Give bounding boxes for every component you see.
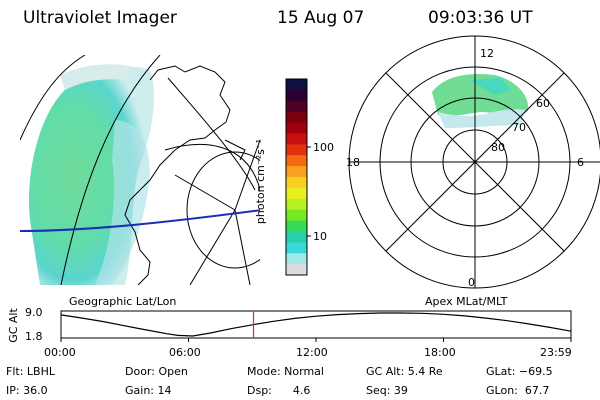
status-gc-alt: GC Alt: 5.4 Re (366, 365, 443, 378)
colorbar-band (286, 155, 307, 167)
left-panel-label: Geographic Lat/Lon (69, 295, 177, 308)
colorbar-band (286, 264, 307, 276)
altitude-axis-label: GC Alt (6, 308, 20, 343)
mlat-label-60: 60 (536, 97, 550, 110)
colorbar-band (286, 187, 307, 200)
mlt-label-12: 12 (480, 47, 494, 60)
colorbar-band (286, 111, 307, 124)
status-seq: Seq: 39 (366, 384, 408, 397)
colorbar-band (286, 209, 307, 222)
date-label: 15 Aug 07 (277, 8, 365, 28)
colorbar-band (286, 166, 307, 178)
mlt-label-6: 6 (577, 156, 584, 169)
colorbar-band (286, 177, 307, 189)
status-mode: Mode: Normal (247, 365, 324, 378)
colorbar-band (286, 89, 307, 102)
colorbar-band (286, 122, 307, 134)
x-tick-1: 06:00 (169, 346, 201, 359)
mlat-label-70: 70 (512, 121, 526, 134)
x-tick-2: 12:00 (296, 346, 328, 359)
colorbar-band (286, 100, 307, 113)
altitude-chart-frame (60, 310, 572, 339)
status-gain: Gain: 14 (125, 384, 172, 397)
mlt-label-0: 0 (468, 276, 475, 289)
x-tick-3: 18:00 (424, 346, 456, 359)
status-glon: GLon: 67.7 (486, 384, 550, 397)
x-tick-4: 23:59 (540, 346, 572, 359)
status-ip: IP: 36.0 (6, 384, 48, 397)
x-tick-0: 00:00 (44, 346, 76, 359)
right-panel-label: Apex MLat/MLT (425, 295, 508, 308)
colorbar-band (286, 144, 307, 156)
status-door: Door: Open (125, 365, 188, 378)
colorbar-band (286, 253, 307, 265)
colorbar-tick-10: 10 (313, 230, 327, 243)
status-dsp: Dsp: 4.6 (247, 384, 311, 397)
colorbar-band (286, 231, 307, 243)
status-filter: Flt: LBHL (6, 365, 55, 378)
colorbar-tick-100: 100 (313, 141, 334, 154)
colorbar-band (286, 79, 307, 91)
status-glat: GLat: −69.5 (486, 365, 553, 378)
time-label: 09:03:36 UT (428, 8, 533, 28)
colorbar-band (286, 198, 307, 211)
app-title: Ultraviolet Imager (23, 8, 177, 28)
altitude-line (60, 312, 572, 337)
altitude-tick-max: 9.0 (25, 306, 43, 319)
colorbar-band (286, 220, 307, 232)
mlat-label-80: 80 (491, 141, 505, 154)
colorbar-band (286, 242, 307, 254)
mlt-label-18: 18 (346, 156, 360, 169)
altitude-tick-min: 1.8 (25, 330, 43, 343)
colorbar-band (286, 133, 307, 145)
